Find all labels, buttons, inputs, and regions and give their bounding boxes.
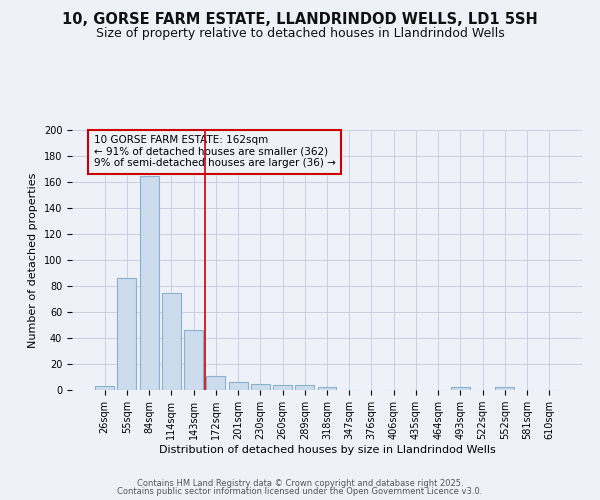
Bar bbox=[95, 386, 114, 390]
X-axis label: Distribution of detached houses by size in Llandrindod Wells: Distribution of detached houses by size … bbox=[158, 445, 496, 455]
Bar bbox=[451, 388, 470, 390]
Text: Contains HM Land Registry data © Crown copyright and database right 2025.: Contains HM Land Registry data © Crown c… bbox=[137, 478, 463, 488]
Bar bbox=[317, 388, 337, 390]
Text: Contains public sector information licensed under the Open Government Licence v3: Contains public sector information licen… bbox=[118, 487, 482, 496]
Bar bbox=[251, 384, 270, 390]
Text: 10 GORSE FARM ESTATE: 162sqm
← 91% of detached houses are smaller (362)
9% of se: 10 GORSE FARM ESTATE: 162sqm ← 91% of de… bbox=[94, 135, 335, 168]
Bar bbox=[295, 385, 314, 390]
Y-axis label: Number of detached properties: Number of detached properties bbox=[28, 172, 38, 348]
Bar bbox=[229, 382, 248, 390]
Bar bbox=[496, 388, 514, 390]
Bar bbox=[206, 376, 225, 390]
Text: Size of property relative to detached houses in Llandrindod Wells: Size of property relative to detached ho… bbox=[95, 28, 505, 40]
Bar bbox=[118, 278, 136, 390]
Bar bbox=[140, 176, 158, 390]
Text: 10, GORSE FARM ESTATE, LLANDRINDOD WELLS, LD1 5SH: 10, GORSE FARM ESTATE, LLANDRINDOD WELLS… bbox=[62, 12, 538, 28]
Bar bbox=[162, 292, 181, 390]
Bar bbox=[184, 330, 203, 390]
Bar bbox=[273, 385, 292, 390]
